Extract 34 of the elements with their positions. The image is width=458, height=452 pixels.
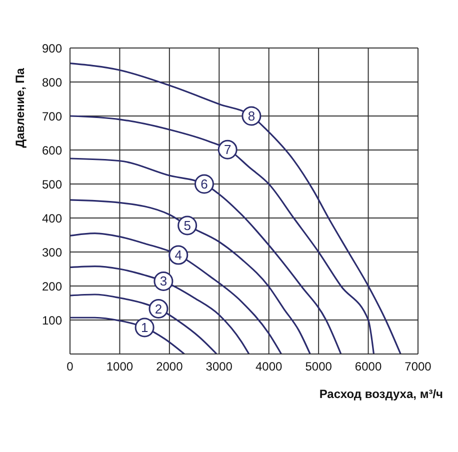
x-tick-label: 1000 [106,360,134,374]
y-tick-label: 200 [42,279,62,294]
y-tick-label: 600 [42,143,62,158]
line-series [70,158,342,354]
y-axis-title: Давление, Па [13,68,27,148]
x-tick-label: 7000 [404,360,432,374]
x-tick-label: 3000 [206,360,233,374]
annotation: 3 [160,274,168,289]
line-series [70,265,250,354]
annotation: 8 [248,108,256,124]
annotation: 2 [154,301,162,316]
x-tick-label: 6000 [354,360,382,374]
x-axis-title: Расход воздуха, м³/ч [319,387,444,401]
line-series [70,294,218,354]
annotation: 5 [184,218,191,233]
x-tick-label: 5000 [305,360,332,374]
annotation: 7 [224,142,232,158]
line-series [70,232,282,354]
y-tick-label: 900 [42,41,62,56]
annotation: 6 [200,176,208,192]
annotation: 4 [174,248,182,263]
y-tick-label: 300 [42,245,62,260]
x-tick-label: 0 [66,360,74,374]
y-tick-label: 400 [42,211,62,226]
x-tick-label: 2000 [156,360,184,374]
line-series [70,199,311,354]
line-series [70,62,402,354]
annotation: 1 [140,320,148,335]
x-tick-label: 4000 [256,360,283,374]
y-tick-label: 100 [42,313,62,328]
y-tick-label: 700 [42,109,62,124]
y-tick-label: 500 [42,177,62,192]
y-tick-label: 800 [42,75,62,90]
line-series [70,316,186,354]
